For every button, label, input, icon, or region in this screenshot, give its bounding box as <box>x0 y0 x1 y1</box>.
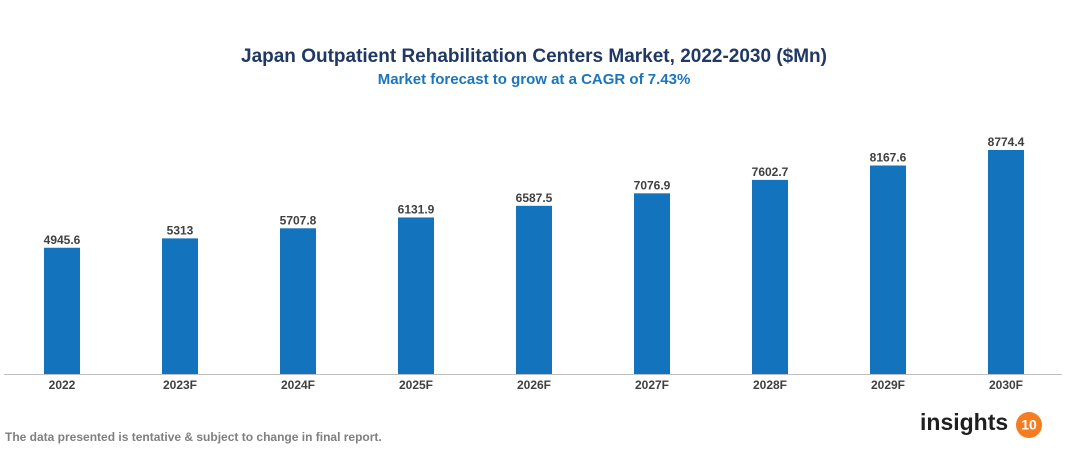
chart-subtitle: Market forecast to grow at a CAGR of 7.4… <box>378 71 691 88</box>
value-label: 7076.9 <box>634 179 671 193</box>
value-label: 5313 <box>167 224 194 238</box>
value-label: 5707.8 <box>280 213 317 227</box>
chart-title: Japan Outpatient Rehabilitation Centers … <box>241 46 827 67</box>
logo: insights 10 <box>920 409 1042 438</box>
bar <box>516 205 552 374</box>
bar <box>162 238 198 374</box>
bar <box>870 165 906 374</box>
value-label: 6587.5 <box>516 191 553 205</box>
x-tick-label: 2028F <box>753 378 787 392</box>
logo-badge <box>1016 412 1042 438</box>
bar <box>988 150 1024 374</box>
value-label: 4945.6 <box>44 233 81 247</box>
bar <box>280 228 316 374</box>
x-tick-label: 2022 <box>49 378 76 392</box>
value-label: 7602.7 <box>752 165 789 179</box>
bar <box>634 193 670 374</box>
value-label: 8167.6 <box>870 151 907 165</box>
bar <box>44 247 80 374</box>
x-tick-label: 2023F <box>163 378 197 392</box>
logo-badge-text: 10 <box>1021 417 1037 433</box>
x-tick-label: 2025F <box>399 378 433 392</box>
x-tick-label: 2024F <box>281 378 315 392</box>
x-tick-label: 2027F <box>635 378 669 392</box>
value-label: 8774.4 <box>988 135 1025 149</box>
x-tick-label: 2026F <box>517 378 551 392</box>
value-label: 6131.9 <box>398 203 435 217</box>
logo-text: insights <box>920 409 1008 435</box>
bar <box>752 179 788 374</box>
bar <box>398 217 434 374</box>
footnote: The data presented is tentative & subjec… <box>5 430 382 444</box>
x-tick-label: 2030F <box>989 378 1023 392</box>
x-tick-label: 2029F <box>871 378 905 392</box>
